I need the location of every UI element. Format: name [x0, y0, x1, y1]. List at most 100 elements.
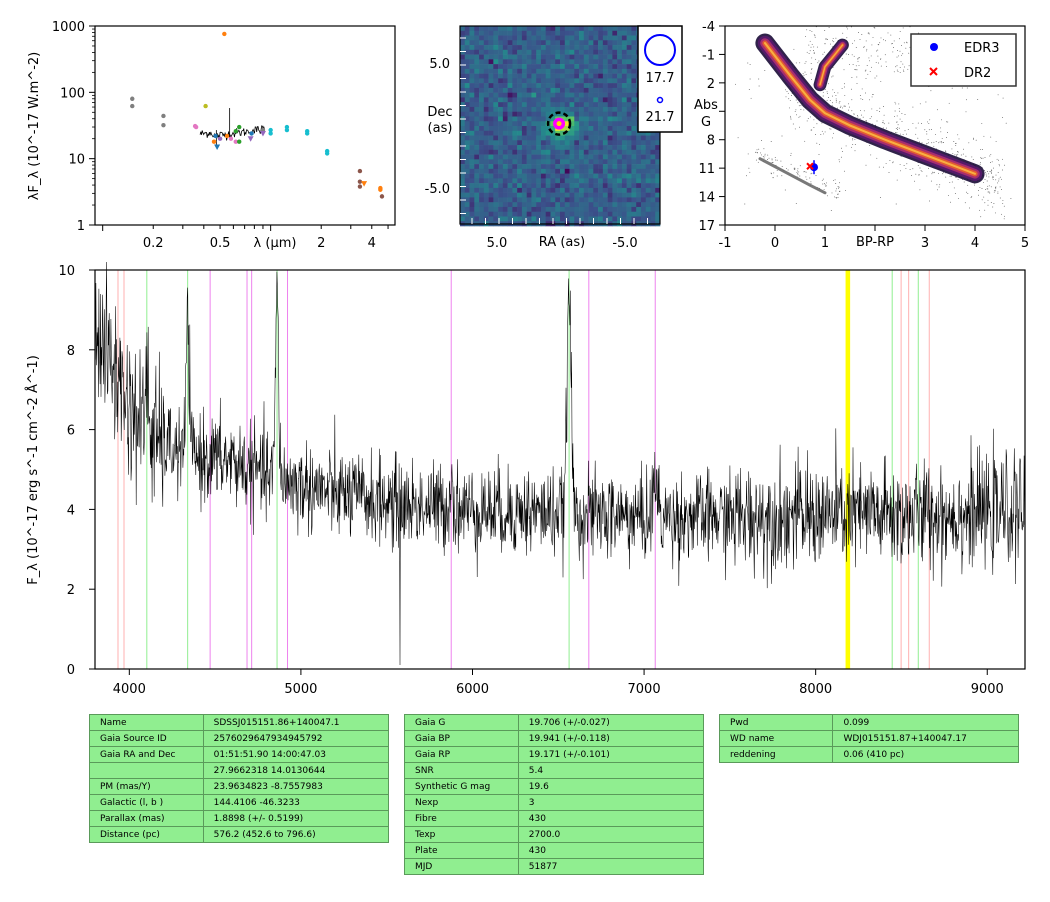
image-pixel	[498, 183, 504, 189]
sed-point	[233, 128, 238, 134]
sed-point	[214, 144, 221, 150]
image-pixel	[474, 168, 480, 174]
image-pixel	[483, 111, 489, 117]
hr-background-star	[851, 110, 853, 112]
image-pixel	[612, 30, 618, 36]
hr-background-star	[806, 29, 808, 31]
spectrum-xtick-label: 8000	[799, 682, 832, 697]
hr-background-star	[1003, 218, 1005, 220]
info-key: Fibre	[404, 810, 519, 827]
image-pixel	[540, 40, 547, 46]
image-pixel	[593, 183, 599, 189]
hr-background-star	[735, 83, 736, 85]
image-pixel	[621, 168, 627, 174]
image-pixel	[498, 49, 504, 55]
image-pixel	[483, 145, 489, 151]
image-pixel	[602, 168, 608, 174]
hr-background-star	[857, 58, 859, 59]
image-pixel	[545, 216, 551, 222]
image-pixel	[655, 130, 661, 136]
hr-background-star	[995, 140, 997, 142]
image-pixel	[598, 192, 604, 198]
hr-background-star	[832, 95, 833, 97]
image-ylabel: Dec	[427, 105, 452, 120]
image-pixel	[521, 49, 527, 55]
image-pixel	[564, 159, 570, 165]
image-pixel	[531, 130, 537, 136]
image-pixel	[655, 211, 661, 217]
hr-background-star	[896, 69, 898, 71]
hr-background-star	[892, 51, 894, 53]
image-pixel	[612, 187, 618, 193]
image-pixel	[617, 126, 623, 132]
hr-background-star	[848, 106, 850, 108]
info-value: 430	[517, 842, 705, 859]
image-pixel	[593, 149, 599, 155]
image-pixel	[602, 64, 608, 70]
image-pixel	[593, 211, 599, 217]
image-pixel	[464, 54, 470, 60]
image-pixel	[531, 78, 537, 84]
image-pixel	[512, 54, 518, 60]
image-pixel	[531, 159, 537, 165]
hr-background-star	[824, 89, 826, 90]
hr-background-star	[930, 90, 932, 92]
hr-background-star	[790, 117, 792, 119]
image-pixel	[579, 49, 585, 55]
hr-background-star	[957, 151, 959, 153]
image-pixel	[645, 178, 651, 184]
sed-point	[357, 184, 363, 189]
image-pixel	[531, 106, 537, 113]
image-pixel	[512, 49, 518, 55]
hr-background-star	[990, 136, 992, 138]
image-pixel	[512, 126, 518, 132]
hr-background-star	[811, 78, 812, 80]
image-pixel	[512, 87, 518, 93]
image-pixel	[521, 192, 527, 198]
image-pixel	[598, 164, 604, 170]
sed-point	[161, 113, 166, 119]
image-pixel	[464, 64, 470, 70]
hr-background-star	[755, 151, 757, 153]
image-pixel	[536, 140, 542, 146]
sed-point	[130, 96, 135, 101]
hr-background-star	[928, 142, 929, 144]
image-pixel	[602, 49, 608, 55]
image-pixel	[579, 183, 585, 189]
image-pixel	[536, 87, 542, 93]
image-pixel	[593, 168, 599, 174]
hr-background-star	[771, 173, 773, 175]
hr-background-star	[851, 146, 853, 148]
hr-background-star	[898, 55, 900, 57]
image-pixel	[550, 40, 556, 46]
info-row: Synthetic G mag 19.6	[404, 778, 705, 795]
image-pixel	[593, 92, 599, 98]
image-pixel	[626, 92, 632, 98]
hr-background-star	[747, 153, 749, 155]
image-pixel	[640, 178, 647, 184]
image-pixel	[588, 164, 594, 170]
image-pixel	[464, 97, 470, 103]
image-pixel	[540, 164, 547, 170]
hr-background-star	[821, 130, 823, 132]
hr-background-star	[792, 123, 794, 125]
image-pixel	[488, 45, 494, 51]
image-pixel	[536, 40, 542, 46]
image-pixel	[593, 73, 599, 79]
hr-background-star	[942, 173, 944, 175]
image-pixel	[493, 45, 499, 51]
image-pixel	[593, 40, 599, 46]
image-pixel	[479, 78, 485, 84]
image-pixel	[498, 154, 504, 160]
hr-background-star	[996, 158, 998, 160]
hr-background-star	[848, 63, 850, 65]
hr-background-star	[781, 166, 783, 168]
hr-background-star	[770, 141, 772, 142]
hr-ytick-label: 8	[707, 134, 715, 149]
image-pixel	[498, 149, 504, 155]
hr-background-star	[764, 155, 766, 157]
hr-background-star	[988, 185, 990, 187]
image-pixel	[512, 159, 518, 165]
image-pixel	[579, 164, 585, 170]
hr-background-star	[926, 143, 928, 145]
